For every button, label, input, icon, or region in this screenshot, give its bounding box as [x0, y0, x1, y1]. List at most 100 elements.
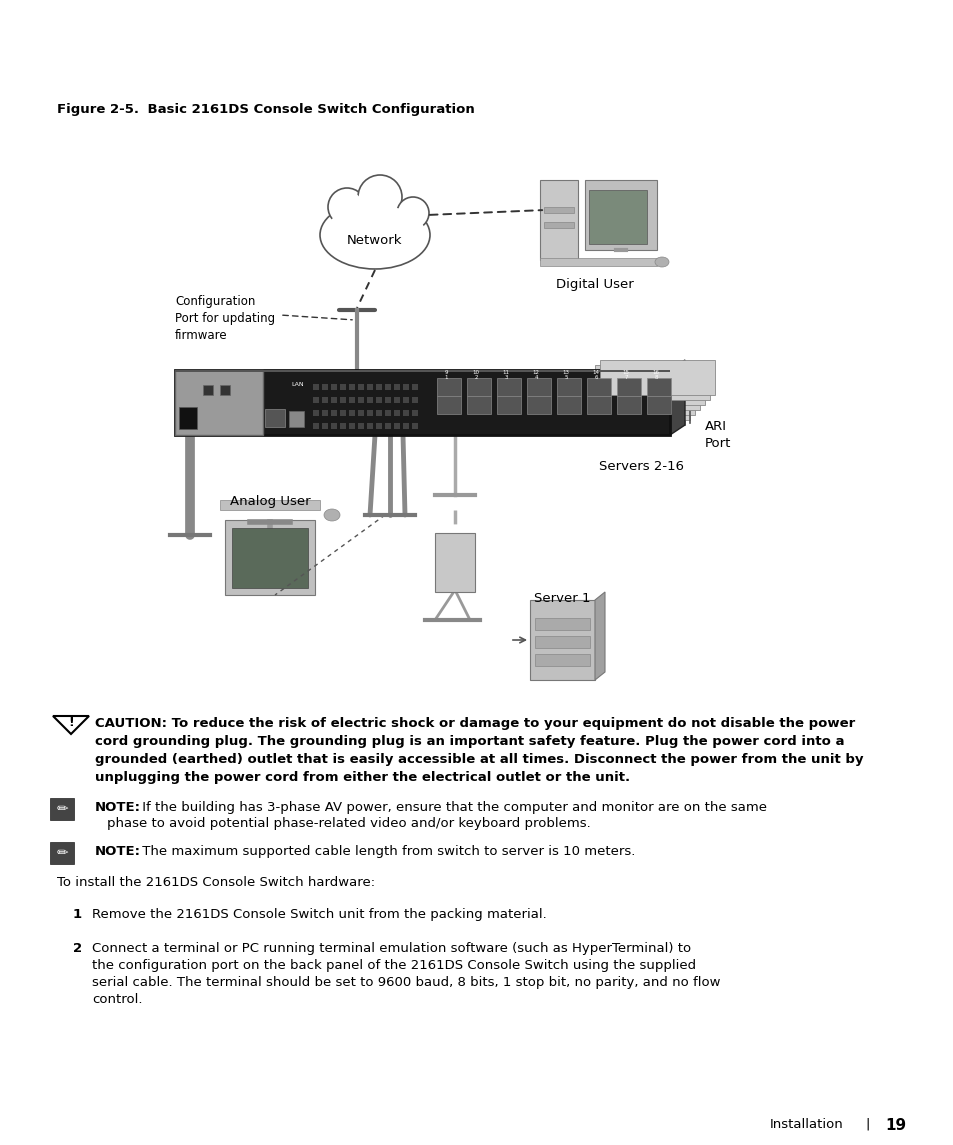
- FancyBboxPatch shape: [497, 378, 520, 396]
- FancyBboxPatch shape: [586, 378, 610, 396]
- Text: 3: 3: [504, 376, 507, 380]
- Text: 19: 19: [884, 1118, 905, 1134]
- FancyBboxPatch shape: [322, 397, 328, 403]
- Text: 13: 13: [562, 370, 569, 376]
- Text: phase to avoid potential phase-related video and/or keyboard problems.: phase to avoid potential phase-related v…: [107, 818, 590, 830]
- FancyBboxPatch shape: [375, 384, 381, 390]
- FancyBboxPatch shape: [322, 384, 328, 390]
- FancyBboxPatch shape: [220, 500, 319, 510]
- FancyBboxPatch shape: [385, 397, 391, 403]
- Text: Basic 2161DS Console Switch Configuration: Basic 2161DS Console Switch Configuratio…: [129, 103, 475, 116]
- FancyBboxPatch shape: [265, 409, 285, 427]
- FancyBboxPatch shape: [557, 396, 580, 414]
- FancyBboxPatch shape: [357, 410, 364, 416]
- Text: If the building has 3-phase AV power, ensure that the computer and monitor are o: If the building has 3-phase AV power, en…: [138, 802, 766, 814]
- Polygon shape: [595, 592, 604, 680]
- FancyBboxPatch shape: [385, 384, 391, 390]
- FancyBboxPatch shape: [313, 397, 318, 403]
- FancyBboxPatch shape: [375, 423, 381, 429]
- Text: Analog User: Analog User: [230, 495, 310, 508]
- FancyBboxPatch shape: [526, 396, 551, 414]
- Text: Digital User: Digital User: [556, 278, 633, 291]
- FancyBboxPatch shape: [584, 180, 657, 250]
- FancyBboxPatch shape: [569, 390, 684, 425]
- FancyBboxPatch shape: [402, 397, 409, 403]
- FancyBboxPatch shape: [375, 410, 381, 416]
- FancyBboxPatch shape: [174, 370, 263, 435]
- FancyBboxPatch shape: [539, 258, 657, 266]
- Text: 5: 5: [563, 376, 567, 380]
- Ellipse shape: [357, 175, 401, 219]
- Ellipse shape: [396, 197, 429, 229]
- FancyBboxPatch shape: [543, 207, 574, 213]
- FancyBboxPatch shape: [617, 396, 640, 414]
- FancyBboxPatch shape: [599, 360, 714, 395]
- FancyBboxPatch shape: [203, 385, 213, 395]
- FancyBboxPatch shape: [394, 384, 399, 390]
- FancyBboxPatch shape: [530, 600, 595, 680]
- FancyBboxPatch shape: [357, 384, 364, 390]
- FancyBboxPatch shape: [394, 397, 399, 403]
- FancyBboxPatch shape: [586, 396, 610, 414]
- FancyBboxPatch shape: [339, 423, 346, 429]
- FancyBboxPatch shape: [357, 397, 364, 403]
- FancyBboxPatch shape: [349, 384, 355, 390]
- Text: Servers 2-16: Servers 2-16: [598, 460, 684, 473]
- FancyBboxPatch shape: [467, 396, 491, 414]
- Text: ARI
Port: ARI Port: [704, 420, 731, 450]
- FancyBboxPatch shape: [412, 410, 417, 416]
- FancyBboxPatch shape: [313, 423, 318, 429]
- FancyBboxPatch shape: [575, 385, 689, 420]
- Polygon shape: [53, 716, 89, 734]
- Text: |: |: [864, 1118, 868, 1131]
- Text: 14: 14: [592, 370, 598, 376]
- FancyBboxPatch shape: [402, 410, 409, 416]
- Text: CAUTION: To reduce the risk of electric shock or damage to your equipment do not: CAUTION: To reduce the risk of electric …: [95, 717, 854, 731]
- FancyBboxPatch shape: [50, 842, 74, 864]
- FancyBboxPatch shape: [339, 384, 346, 390]
- Text: unplugging the power cord from either the electrical outlet or the unit.: unplugging the power cord from either th…: [95, 771, 630, 784]
- Text: NOTE:: NOTE:: [95, 802, 141, 814]
- Text: To install the 2161DS Console Switch hardware:: To install the 2161DS Console Switch har…: [57, 876, 375, 889]
- Text: Figure 2-5.: Figure 2-5.: [57, 103, 139, 116]
- FancyBboxPatch shape: [225, 520, 314, 595]
- FancyBboxPatch shape: [575, 395, 679, 403]
- Text: ✏: ✏: [56, 846, 68, 860]
- FancyBboxPatch shape: [357, 423, 364, 429]
- Text: Configuration
Port for updating
firmware: Configuration Port for updating firmware: [174, 295, 274, 342]
- Text: ✏: ✏: [56, 802, 68, 816]
- FancyBboxPatch shape: [402, 423, 409, 429]
- FancyBboxPatch shape: [535, 654, 589, 666]
- FancyBboxPatch shape: [339, 397, 346, 403]
- Ellipse shape: [399, 200, 426, 226]
- FancyBboxPatch shape: [543, 222, 574, 228]
- FancyBboxPatch shape: [331, 397, 336, 403]
- FancyBboxPatch shape: [339, 410, 346, 416]
- FancyBboxPatch shape: [467, 378, 491, 396]
- Text: control.: control.: [91, 993, 142, 1006]
- FancyBboxPatch shape: [412, 397, 417, 403]
- Ellipse shape: [328, 188, 366, 226]
- Ellipse shape: [324, 205, 426, 264]
- FancyBboxPatch shape: [367, 384, 373, 390]
- Ellipse shape: [360, 177, 398, 216]
- Polygon shape: [669, 360, 684, 435]
- FancyBboxPatch shape: [526, 378, 551, 396]
- FancyBboxPatch shape: [349, 410, 355, 416]
- FancyBboxPatch shape: [289, 411, 304, 427]
- FancyBboxPatch shape: [313, 384, 318, 390]
- Text: 7: 7: [623, 376, 627, 380]
- Text: serial cable. The terminal should be set to 9600 baud, 8 bits, 1 stop bit, no pa: serial cable. The terminal should be set…: [91, 976, 720, 989]
- FancyBboxPatch shape: [402, 384, 409, 390]
- FancyBboxPatch shape: [331, 423, 336, 429]
- FancyBboxPatch shape: [349, 397, 355, 403]
- Text: 11: 11: [502, 370, 509, 376]
- FancyBboxPatch shape: [588, 190, 646, 244]
- FancyBboxPatch shape: [367, 423, 373, 429]
- FancyBboxPatch shape: [535, 635, 589, 648]
- Text: 8: 8: [654, 376, 657, 380]
- FancyBboxPatch shape: [220, 385, 230, 395]
- Text: Network: Network: [347, 234, 402, 246]
- FancyBboxPatch shape: [646, 396, 670, 414]
- FancyBboxPatch shape: [232, 528, 308, 589]
